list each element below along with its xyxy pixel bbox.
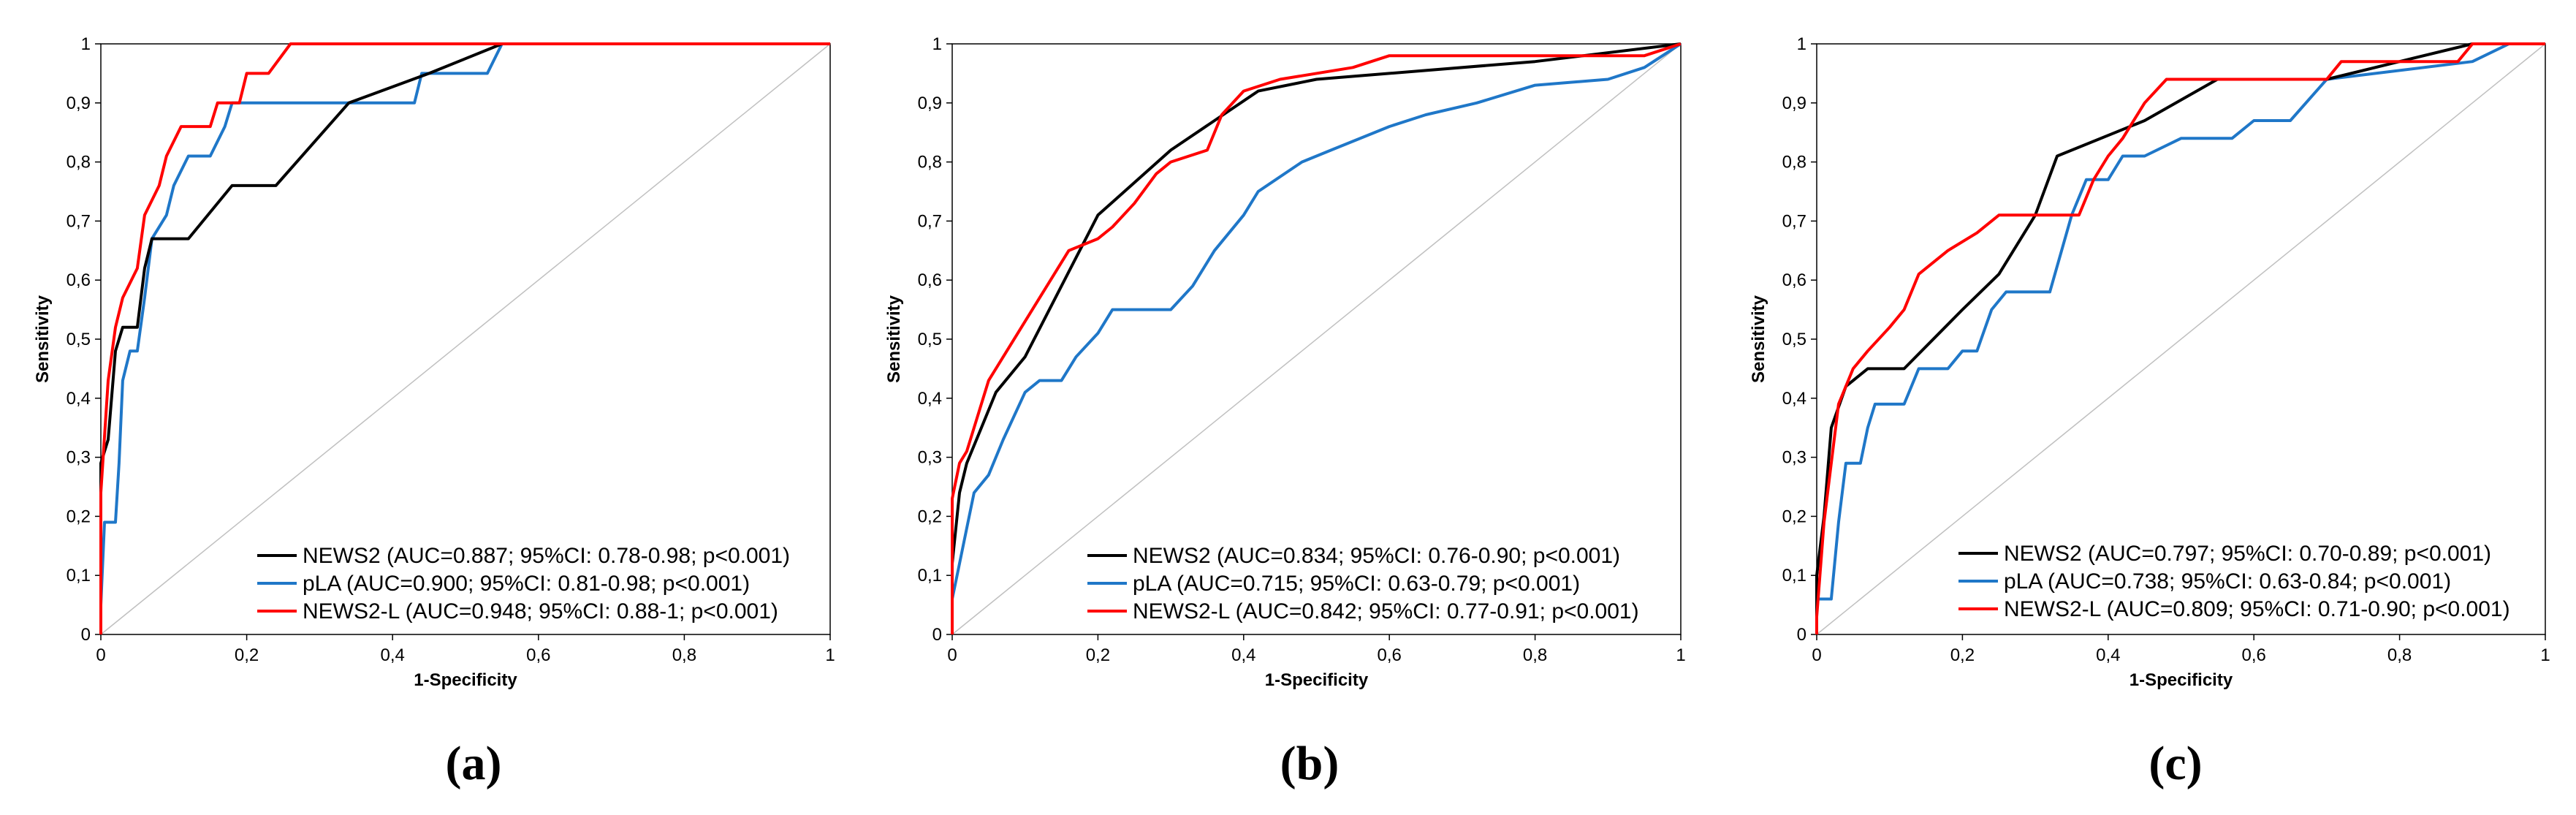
x-tick-label: 1 <box>825 645 835 665</box>
x-tick-label: 0,6 <box>1378 645 1402 665</box>
reference-diagonal <box>1816 43 2546 635</box>
legend-entry-pla: pLA (AUC=0.715; 95%CI: 0.63-0.79; p<0.00… <box>1133 572 1580 596</box>
y-tick-label: 0,5 <box>918 330 942 349</box>
y-tick-label: 0,5 <box>1782 330 1806 349</box>
series-line-pla <box>951 42 1682 634</box>
x-tick-label: 0,2 <box>1950 645 1975 665</box>
y-tick-label: 0,1 <box>918 566 942 585</box>
reference-diagonal <box>951 43 1682 635</box>
y-tick-label: 0 <box>81 625 91 645</box>
y-tick-label: 0,3 <box>1782 448 1806 468</box>
roc-panel-a: 0 0,1 0,2 0,3 0,4 0,5 0,6 0,7 0,8 0,9 1 0 0,2 0,4 0,6 0… <box>33 34 835 790</box>
series-line-news2 <box>1815 42 2545 634</box>
y-tick-label: 0,6 <box>1782 270 1806 290</box>
x-tick-label: 0,4 <box>1231 645 1255 665</box>
legend-entry-news2: NEWS2 (AUC=0.834; 95%CI: 0.76-0.90; p<0.… <box>1133 544 1620 568</box>
y-tick-label: 0,9 <box>918 94 942 113</box>
y-tick-label: 0 <box>932 625 942 645</box>
y-tick-label: 0,8 <box>1782 153 1806 173</box>
legend: NEWS2 (AUC=0.834; 95%CI: 0.76-0.90; p<0.… <box>1087 544 1639 623</box>
y-axis-label: Sensitivity <box>1749 295 1768 383</box>
legend-entry-pla: pLA (AUC=0.738; 95%CI: 0.63-0.84; p<0.00… <box>2004 569 2451 594</box>
y-tick-label: 0 <box>1797 625 1806 645</box>
y-tick-label: 0,6 <box>918 270 942 290</box>
x-tick-label: 0,4 <box>2096 645 2120 665</box>
panel-label: (c) <box>2148 737 2202 790</box>
roc-panel-c: 0 0,1 0,2 0,3 0,4 0,5 0,6 0,7 0,8 0,9 1 0 0,2 0,4 0,6 0… <box>1749 34 2550 790</box>
y-tick-label: 0,4 <box>1782 389 1806 409</box>
legend: NEWS2 (AUC=0.887; 95%CI: 0.78-0.98; p<0.… <box>257 544 790 623</box>
panel-label: (a) <box>446 737 502 790</box>
panel-label: (b) <box>1280 737 1340 790</box>
y-tick-label: 0,7 <box>1782 211 1806 231</box>
x-tick-label: 1 <box>1676 645 1685 665</box>
x-axis-label: 1-Specificity <box>1265 670 1369 690</box>
y-axis-label: Sensitivity <box>33 295 53 383</box>
y-tick-label: 0,7 <box>67 211 91 231</box>
series-line-news2-l <box>1815 42 2545 634</box>
series-line-pla <box>99 42 830 634</box>
legend-entry-news2-l: NEWS2-L (AUC=0.842; 95%CI: 0.77-0.91; p<… <box>1133 599 1639 623</box>
y-tick-label: 0,2 <box>1782 507 1806 526</box>
series-line-news2-l <box>99 42 830 634</box>
x-axis-label: 1-Specificity <box>2129 670 2233 690</box>
legend: NEWS2 (AUC=0.797; 95%CI: 0.70-0.89; p<0.… <box>1958 542 2510 621</box>
y-tick-label: 0,8 <box>67 153 91 173</box>
x-tick-label: 0 <box>96 645 105 665</box>
y-tick-label: 0,5 <box>67 330 91 349</box>
y-tick-label: 0,2 <box>918 507 942 526</box>
series-line-news2 <box>951 42 1682 634</box>
y-axis-label: Sensitivity <box>884 295 904 383</box>
y-tick-label: 0,9 <box>67 94 91 113</box>
y-tick-label: 0,7 <box>918 211 942 231</box>
x-tick-label: 0,8 <box>1523 645 1547 665</box>
x-tick-label: 0,2 <box>235 645 259 665</box>
y-tick-label: 0,2 <box>67 507 91 526</box>
y-tick-label: 0,8 <box>918 153 942 173</box>
y-tick-label: 0,9 <box>1782 94 1806 113</box>
series-line-news2 <box>99 42 830 634</box>
legend-entry-pla: pLA (AUC=0.900; 95%CI: 0.81-0.98; p<0.00… <box>303 572 750 596</box>
y-tick-label: 1 <box>1797 34 1806 54</box>
y-tick-label: 0,1 <box>1782 566 1806 585</box>
x-axis-label: 1-Specificity <box>414 670 517 690</box>
roc-panel-b: 0 0,1 0,2 0,3 0,4 0,5 0,6 0,7 0,8 0,9 1 0 0,2 0,4 0,6 0… <box>884 34 1686 790</box>
y-tick-label: 1 <box>932 34 942 54</box>
y-tick-label: 1 <box>81 34 91 54</box>
y-tick-label: 0,4 <box>67 389 91 409</box>
x-tick-label: 0,8 <box>672 645 696 665</box>
x-tick-label: 1 <box>2540 645 2550 665</box>
x-tick-label: 0,8 <box>2387 645 2412 665</box>
series-line-pla <box>1815 42 2545 634</box>
x-tick-label: 0,2 <box>1086 645 1110 665</box>
legend-entry-news2: NEWS2 (AUC=0.797; 95%CI: 0.70-0.89; p<0.… <box>2004 542 2491 566</box>
series-line-news2-l <box>951 42 1682 634</box>
x-tick-label: 0,4 <box>381 645 405 665</box>
y-tick-label: 0,3 <box>918 448 942 468</box>
y-tick-label: 0,3 <box>67 448 91 468</box>
x-tick-label: 0 <box>1812 645 1821 665</box>
legend-entry-news2-l: NEWS2-L (AUC=0.809; 95%CI: 0.71-0.90; p<… <box>2004 597 2510 621</box>
x-tick-label: 0,6 <box>2242 645 2266 665</box>
legend-entry-news2-l: NEWS2-L (AUC=0.948; 95%CI: 0.88-1; p<0.0… <box>303 599 778 623</box>
reference-diagonal <box>100 43 831 635</box>
x-tick-label: 0 <box>947 645 957 665</box>
x-tick-label: 0,6 <box>526 645 550 665</box>
y-tick-label: 0,1 <box>67 566 91 585</box>
y-tick-label: 0,6 <box>67 270 91 290</box>
legend-entry-news2: NEWS2 (AUC=0.887; 95%CI: 0.78-0.98; p<0.… <box>303 544 790 568</box>
y-tick-label: 0,4 <box>918 389 942 409</box>
